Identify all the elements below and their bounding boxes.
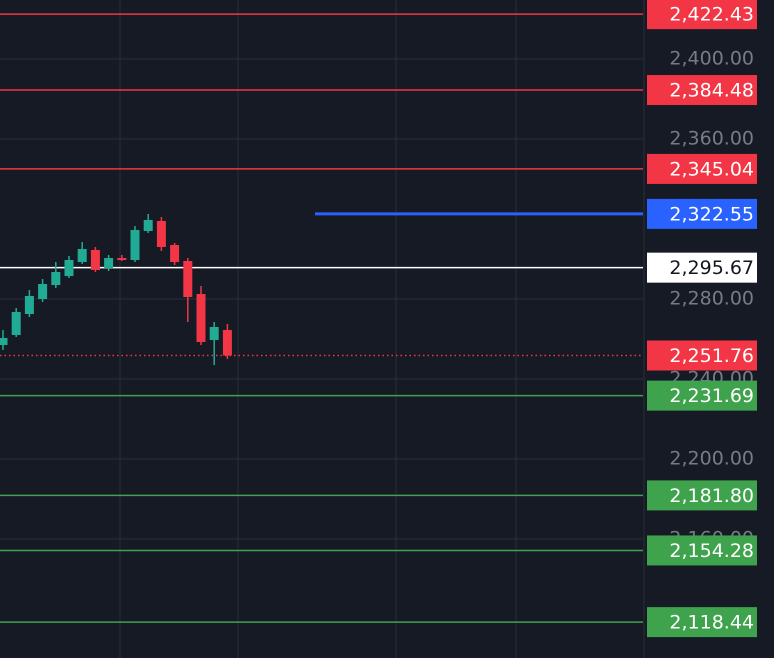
level-label-bg (647, 198, 757, 229)
y-tick-label: 2,360.00 (669, 128, 754, 150)
candle-body (156, 221, 166, 247)
candle-body (196, 294, 206, 342)
level-label: 2,384.48 (669, 80, 754, 102)
level-label: 2,181.80 (669, 485, 754, 507)
y-tick-label: 2,280.00 (669, 288, 754, 310)
candle-body (104, 258, 114, 268)
level-label: 2,231.69 (669, 385, 754, 407)
candle-body (64, 260, 74, 276)
candle-body (143, 220, 153, 231)
candle-body (117, 258, 127, 260)
level-label-bg (647, 0, 757, 30)
candle-body (77, 249, 87, 262)
candle-body (38, 284, 48, 299)
level-label-bg (647, 252, 757, 283)
level-label-bg (647, 607, 757, 638)
candle-body (222, 330, 232, 356)
candle-body (0, 338, 8, 345)
candle-body (51, 272, 61, 285)
y-tick-label: 2,200.00 (669, 448, 754, 470)
candle-body (24, 296, 34, 314)
level-label-bg (647, 380, 757, 411)
level-label: 2,295.67 (669, 257, 754, 279)
level-label: 2,118.44 (669, 612, 754, 634)
candle-body (209, 327, 219, 340)
candle-body (90, 250, 100, 270)
candle-body (11, 312, 21, 335)
candle-body (183, 261, 193, 297)
level-label: 2,154.28 (669, 540, 754, 562)
level-label: 2,345.04 (669, 158, 754, 180)
level-label-bg (647, 535, 757, 566)
level-label: 2,322.55 (669, 203, 754, 225)
candle-body (130, 230, 140, 260)
candle-body (170, 245, 180, 262)
level-label-bg (647, 75, 757, 106)
level-label: 2,251.76 (669, 345, 754, 367)
y-tick-label: 2,400.00 (669, 48, 754, 70)
level-label-bg (647, 340, 757, 371)
time-grid (119, 0, 517, 658)
level-label: 2,422.43 (669, 4, 754, 26)
level-label-bg (647, 153, 757, 184)
level-label-bg (647, 480, 757, 511)
